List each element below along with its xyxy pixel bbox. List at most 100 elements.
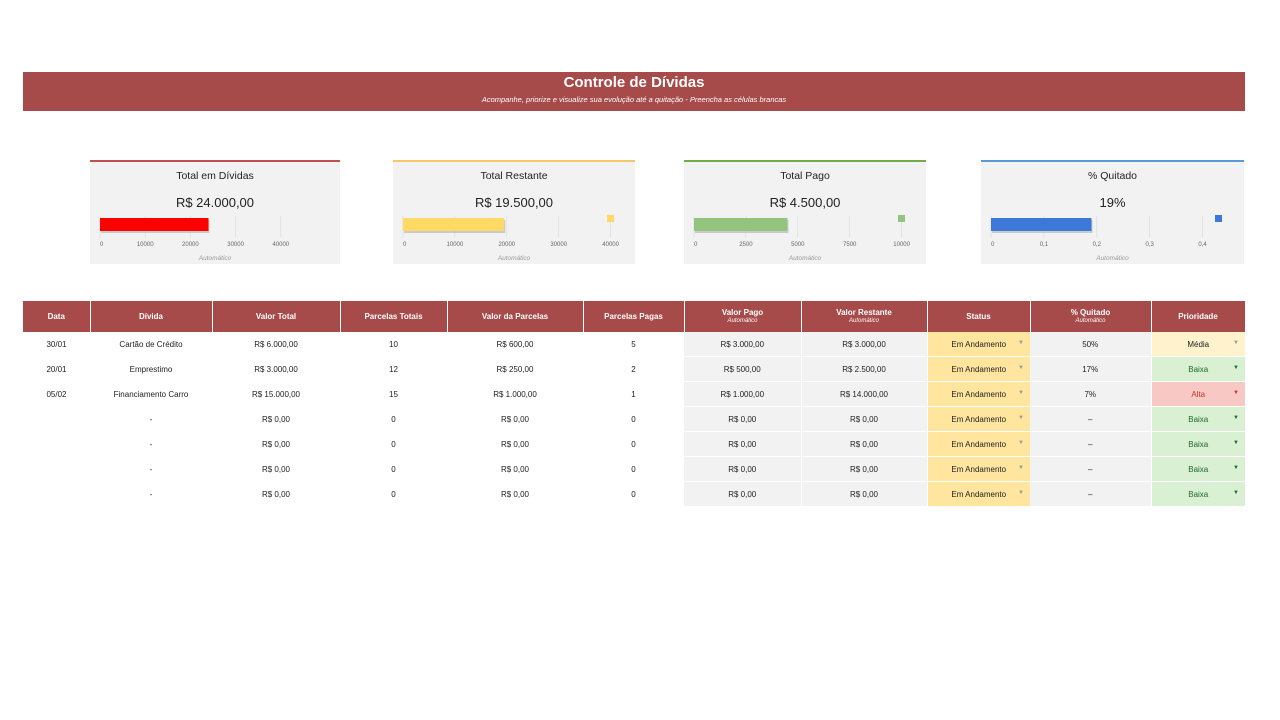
status-dropdown[interactable]: Em Andamento ▼: [927, 431, 1030, 457]
priority-value: Baixa: [1188, 414, 1209, 424]
status-dropdown[interactable]: Em Andamento ▼: [927, 332, 1030, 357]
cell-divida[interactable]: Financiamento Carro: [90, 381, 212, 407]
cell-parcelas-pagas[interactable]: 5: [583, 332, 684, 357]
tick-label: 2500: [739, 242, 753, 248]
cell-valor-pago: R$ 0,00: [684, 481, 802, 507]
cell-valor-parcela[interactable]: R$ 0,00: [447, 456, 583, 482]
card-footnote: Automático: [497, 255, 531, 262]
cell-valor-parcela[interactable]: R$ 0,00: [447, 406, 583, 432]
cell-valor-pago: R$ 500,00: [684, 356, 802, 382]
cell-data[interactable]: [23, 456, 90, 482]
priority-dropdown[interactable]: Baixa ▼: [1151, 406, 1245, 432]
status-dropdown[interactable]: Em Andamento ▼: [927, 481, 1030, 507]
col-header-parcelas-pagas: Parcelas Pagas: [583, 301, 685, 332]
dropdown-arrow-icon: ▼: [1233, 465, 1239, 471]
cell-divida[interactable]: -: [90, 481, 212, 507]
cell-data[interactable]: 05/02: [23, 381, 90, 407]
cell-divida[interactable]: -: [90, 431, 212, 457]
cell-parcelas-pagas[interactable]: 0: [583, 406, 684, 432]
priority-dropdown[interactable]: Média ▼: [1151, 332, 1245, 357]
col-header-divida: Dívida: [90, 301, 213, 332]
cell-valor-total[interactable]: R$ 0,00: [212, 431, 340, 457]
cell-valor-parcela[interactable]: R$ 250,00: [447, 356, 583, 382]
cell-valor-total[interactable]: R$ 0,00: [212, 481, 340, 507]
cell-parcelas-totais[interactable]: 0: [340, 456, 447, 482]
cell-valor-total[interactable]: R$ 0,00: [212, 456, 340, 482]
cell-parcelas-pagas[interactable]: 1: [583, 381, 684, 407]
table-row: - R$ 0,00 0 R$ 0,00 0 R$ 0,00 R$ 0,00 Em Andame…: [23, 431, 1245, 457]
dropdown-arrow-icon: ▼: [1018, 440, 1024, 446]
cell-data[interactable]: [23, 431, 90, 457]
status-dropdown[interactable]: Em Andamento ▼: [927, 406, 1030, 432]
cell-valor-parcela[interactable]: R$ 0,00: [447, 481, 583, 507]
dropdown-arrow-icon: ▼: [1233, 390, 1239, 396]
tick-label: 0: [694, 242, 698, 248]
status-dropdown[interactable]: Em Andamento ▼: [927, 381, 1030, 407]
col-header-parcelas-totais: Parcelas Totais: [340, 301, 448, 332]
priority-value: Baixa: [1188, 364, 1209, 374]
table-row: 20/01 Emprestimo R$ 3.000,00 12 R$ 250,00 2 R$…: [23, 356, 1245, 382]
cell-valor-restante: R$ 0,00: [801, 481, 928, 507]
cell-data[interactable]: [23, 406, 90, 432]
cell-parcelas-totais[interactable]: 15: [340, 381, 447, 407]
dropdown-arrow-icon: ▼: [1233, 415, 1239, 421]
card-mini-chart: 0 2500 5000 7500 10000: [693, 215, 911, 248]
card-total-dividas: Total em Dívidas R$ 24.000,00 0 10000 2000…: [90, 160, 340, 264]
status-dropdown[interactable]: Em Andamento ▼: [927, 356, 1030, 382]
legend-marker: [607, 215, 614, 222]
cell-parcelas-totais[interactable]: 0: [340, 481, 447, 507]
cell-parcelas-totais[interactable]: 0: [340, 406, 447, 432]
cell-divida[interactable]: -: [90, 406, 212, 432]
cell-data[interactable]: 20/01: [23, 356, 90, 382]
priority-dropdown[interactable]: Baixa ▼: [1151, 456, 1245, 482]
status-value: Em Andamento: [951, 489, 1007, 499]
cell-parcelas-totais[interactable]: 12: [340, 356, 447, 382]
col-header-valor-parcelas: Valor da Parcelas: [447, 301, 584, 332]
dropdown-arrow-icon: ▼: [1018, 490, 1024, 496]
cell-valor-total[interactable]: R$ 6.000,00: [212, 332, 340, 357]
cell-parcelas-totais[interactable]: 10: [340, 332, 447, 357]
cell-quitado: 7%: [1030, 381, 1152, 407]
col-header-status: Status: [927, 301, 1031, 332]
cell-valor-total[interactable]: R$ 15.000,00: [212, 381, 340, 407]
cell-data[interactable]: [23, 481, 90, 507]
cell-parcelas-totais[interactable]: 0: [340, 431, 447, 457]
dropdown-arrow-icon: ▼: [1018, 415, 1024, 421]
priority-dropdown[interactable]: Baixa ▼: [1151, 431, 1245, 457]
table-row: - R$ 0,00 0 R$ 0,00 0 R$ 0,00 R$ 0,00 Em Andame…: [23, 406, 1245, 432]
col-header-quitado: % Quitado Automático: [1030, 301, 1152, 332]
cell-valor-restante: R$ 0,00: [801, 431, 928, 457]
card-percent-quitado: % Quitado 19% 0 0,1 0,2 0,3 0,4 Automático: [981, 160, 1244, 264]
cell-valor-total[interactable]: R$ 3.000,00: [212, 356, 340, 382]
priority-dropdown[interactable]: Baixa ▼: [1151, 481, 1245, 507]
card-value: R$ 24.000,00: [175, 195, 255, 210]
cell-parcelas-pagas[interactable]: 0: [583, 431, 684, 457]
col-header-data: Data: [23, 301, 91, 332]
dropdown-arrow-icon: ▼: [1018, 365, 1024, 371]
cell-valor-total[interactable]: R$ 0,00: [212, 406, 340, 432]
table-row: - R$ 0,00 0 R$ 0,00 0 R$ 0,00 R$ 0,00 Em Andame…: [23, 481, 1245, 507]
tick-label: 10000: [893, 242, 910, 248]
priority-dropdown[interactable]: Baixa ▼: [1151, 356, 1245, 382]
cell-valor-parcela[interactable]: R$ 0,00: [447, 431, 583, 457]
cell-divida[interactable]: Cartão de Crédito: [90, 332, 212, 357]
cell-valor-parcela[interactable]: R$ 1.000,00: [447, 381, 583, 407]
dropdown-arrow-icon: ▼: [1233, 440, 1239, 446]
cell-parcelas-pagas[interactable]: 0: [583, 481, 684, 507]
cell-divida[interactable]: -: [90, 456, 212, 482]
cell-parcelas-pagas[interactable]: 2: [583, 356, 684, 382]
card-mini-chart: 0 10000 20000 30000 40000: [99, 216, 290, 248]
priority-value: Baixa: [1188, 464, 1209, 474]
tick-label: 30000: [227, 242, 244, 248]
cell-parcelas-pagas[interactable]: 0: [583, 456, 684, 482]
tick-label: 10000: [447, 242, 464, 248]
status-dropdown[interactable]: Em Andamento ▼: [927, 456, 1030, 482]
cell-divida[interactable]: Emprestimo: [90, 356, 212, 382]
card-mini-chart: 0 10000 20000 30000 40000: [402, 215, 620, 248]
cell-valor-parcela[interactable]: R$ 600,00: [447, 332, 583, 357]
priority-dropdown[interactable]: Alta ▼: [1151, 381, 1245, 407]
cell-valor-restante: R$ 0,00: [801, 406, 928, 432]
cell-data[interactable]: 30/01: [23, 332, 90, 357]
col-header-prioridade: Prioridade: [1151, 301, 1246, 332]
card-footnote: Automático: [1096, 255, 1129, 262]
